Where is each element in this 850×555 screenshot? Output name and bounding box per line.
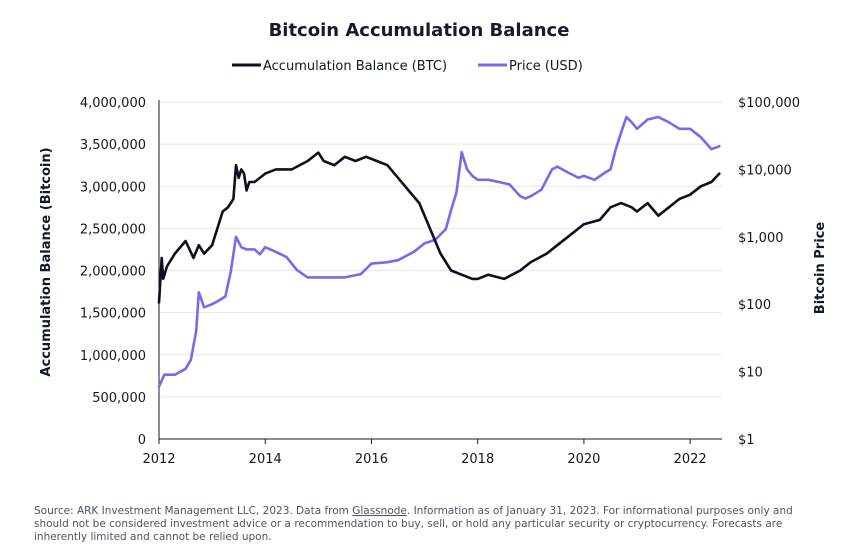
y-right-axis-ticks: $1 $10 $100 $1,000 $10,000 $100,000	[738, 96, 800, 448]
source-text-suffix: . Information as of January 31, 2023. Fo…	[34, 505, 793, 543]
x-tick-label: 2012	[142, 452, 175, 467]
legend-label-accumulation: Accumulation Balance (BTC)	[263, 59, 447, 74]
y-left-axis-ticks: 0 500,000 1,000,000 1,500,000 2,000,000 2,500…	[80, 96, 146, 448]
y-left-tick-label: 4,000,000	[80, 96, 146, 111]
legend-item-price: Price (USD)	[478, 59, 583, 74]
y-left-tick-label: 0	[138, 433, 146, 448]
y-left-tick-label: 3,500,000	[80, 138, 146, 153]
y-left-tick-label: 1,000,000	[80, 349, 146, 364]
gridlines	[159, 101, 722, 398]
y-left-tick-label: 3,000,000	[80, 180, 146, 195]
series-lines	[157, 115, 721, 388]
y-right-axis-title: Bitcoin Price	[813, 222, 828, 315]
x-tick-label: 2022	[674, 452, 707, 467]
y-right-tick-label: $10,000	[738, 163, 792, 178]
legend: Accumulation Balance (BTC) Price (USD)	[232, 59, 583, 74]
y-right-tick-label: $1	[738, 433, 755, 448]
legend-label-price: Price (USD)	[509, 59, 583, 74]
x-axis-ticks: 2012 2014 2016 2018 2020 2022	[142, 439, 707, 467]
x-tick-label: 2020	[567, 452, 600, 467]
y-left-tick-label: 2,500,000	[80, 222, 146, 237]
y-right-tick-label: $1,000	[738, 231, 784, 246]
y-right-tick-label: $100	[738, 298, 771, 313]
series-line-accumulation-balance	[157, 151, 721, 304]
source-note: Source: ARK Investment Management LLC, 2…	[34, 505, 824, 544]
chart-title: Bitcoin Accumulation Balance	[269, 20, 570, 41]
y-right-tick-label: $10	[738, 366, 763, 381]
source-text-prefix: Source: ARK Investment Management LLC, 2…	[34, 505, 353, 517]
x-tick-label: 2014	[249, 452, 282, 467]
y-left-tick-label: 500,000	[92, 391, 146, 406]
y-left-tick-label: 1,500,000	[80, 307, 146, 322]
series-line-price	[157, 115, 721, 388]
legend-item-accumulation: Accumulation Balance (BTC)	[232, 59, 447, 74]
y-right-tick-label: $100,000	[738, 96, 800, 111]
chart: Bitcoin Accumulation Balance Accumulatio…	[39, 20, 828, 467]
y-left-tick-label: 2,000,000	[80, 265, 146, 280]
x-tick-label: 2016	[355, 452, 388, 467]
glassnode-link[interactable]: Glassnode	[352, 505, 407, 517]
x-tick-label: 2018	[461, 452, 494, 467]
y-left-axis-title: Accumulation Balance (Bitcoin)	[39, 147, 54, 376]
